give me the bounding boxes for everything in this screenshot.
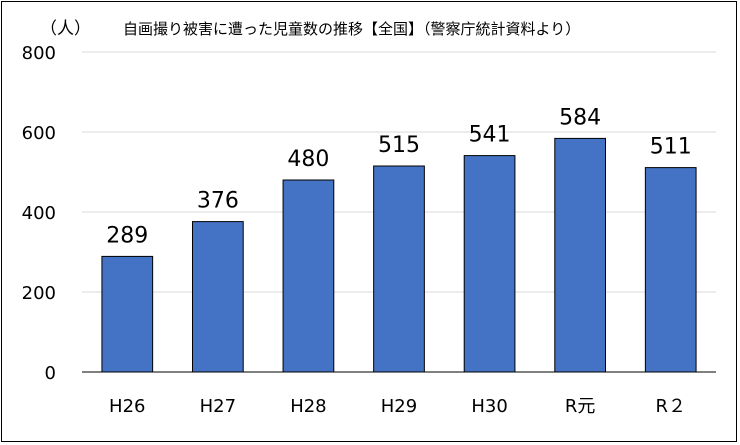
data-label: 541: [469, 123, 511, 148]
bar: [644, 167, 697, 373]
y-tick-label: 800: [22, 43, 56, 64]
x-tick-label: H26: [109, 396, 145, 417]
data-label: 480: [287, 147, 329, 172]
data-label: 515: [378, 133, 420, 158]
data-label: 376: [197, 189, 239, 214]
y-tick-label: 0: [45, 363, 56, 384]
chart-title: 自画撮り被害に遭った児童数の推移【全国】（警察庁統計資料より）: [123, 20, 580, 38]
bar: [554, 137, 607, 373]
bar: [101, 255, 154, 373]
data-labels: 289 376 480 515 541 584 511: [106, 105, 691, 248]
y-tick-label: 600: [22, 123, 56, 144]
x-tick-label: R２: [655, 396, 686, 417]
bar: [373, 165, 425, 373]
y-tick-label: 200: [22, 283, 56, 304]
tick-labels: 0 200 400 600 800 H26 H27 H28 H29 H30 R元 R２: [22, 43, 686, 417]
bar: [191, 221, 244, 373]
x-tick-label: H28: [290, 396, 326, 417]
y-tick-label: 400: [22, 203, 56, 224]
x-tick-label: H30: [471, 396, 507, 417]
data-label: 584: [559, 105, 601, 130]
x-tick-label: H29: [381, 396, 417, 417]
y-unit-label: （人）: [40, 19, 91, 39]
x-tick-label: R元: [565, 396, 596, 417]
bar: [282, 179, 335, 373]
x-tick-label: H27: [200, 396, 236, 417]
data-label: 511: [650, 135, 692, 160]
bar: [463, 155, 516, 373]
bars: [101, 137, 697, 373]
data-label: 289: [106, 223, 148, 248]
